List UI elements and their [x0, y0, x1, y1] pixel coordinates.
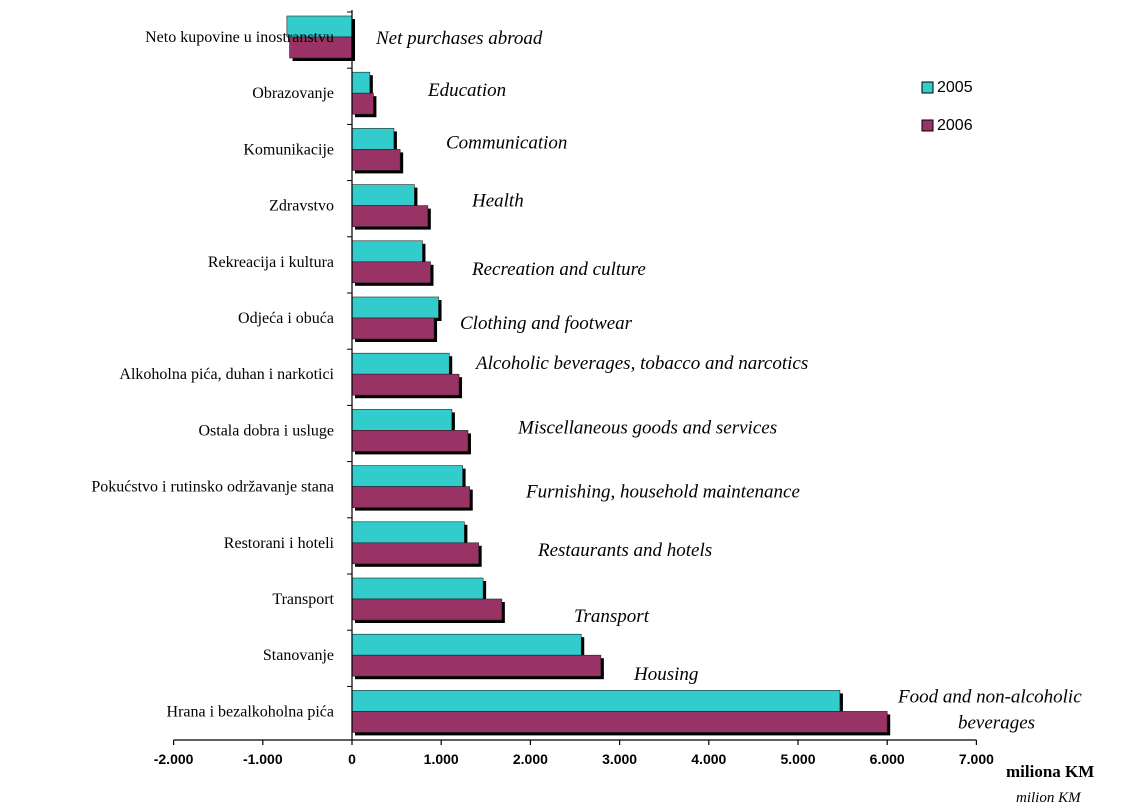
category-label: Restorani i hoteli — [224, 535, 335, 552]
bar-2006-8 — [351, 486, 471, 508]
x-tick-label: 4.000 — [691, 751, 726, 767]
legend-label: 2006 — [937, 117, 973, 134]
category-label-en: Clothing and footwear — [460, 313, 633, 334]
category-label-en-line: beverages — [958, 712, 1035, 733]
x-tick-label: -2.000 — [154, 751, 194, 767]
x-tick-label: 6.000 — [870, 751, 905, 767]
x-tick-label: 5.000 — [780, 751, 815, 767]
x-tick-label: -1.000 — [243, 751, 283, 767]
bar-2006-10 — [351, 598, 503, 621]
legend-swatch-2006 — [921, 119, 934, 132]
bar-2006-6 — [351, 373, 460, 396]
legend-label: 2005 — [937, 79, 973, 96]
category-label-en: Alcoholic beverages, tobacco and narcoti… — [474, 353, 808, 374]
bar-2006-7 — [351, 430, 469, 452]
bar-2006-2 — [351, 149, 401, 171]
x-axis: -2.000 -1.000 0 1.000 2.000 3.000 4.000 5.000 6.… — [154, 10, 994, 767]
legend-swatch-2005 — [921, 81, 934, 94]
category-label: Komunikacije — [243, 141, 334, 158]
category-label: Transport — [272, 591, 334, 608]
bar-2005-11 — [351, 633, 582, 656]
bar-2005-8 — [351, 465, 463, 487]
x-tick-label: 2.000 — [513, 751, 548, 767]
bar-2005-1 — [351, 71, 371, 94]
category-label: Pokućstvo i rutinsko održavanje stana — [91, 479, 334, 496]
x-tick-label: 1.000 — [424, 751, 459, 767]
category-label: Neto kupovine u inostranstvu — [145, 29, 334, 46]
category-label-en: Health — [471, 191, 524, 212]
bar-2005-7 — [351, 409, 453, 431]
bar-2005-10 — [351, 577, 484, 600]
bar-2005-2 — [351, 128, 395, 150]
category-label: Alkoholna pića, duhan i narkotici — [119, 366, 334, 383]
bar-2006-1 — [351, 92, 374, 115]
category-label-en: Education — [427, 80, 506, 101]
bar-2006-9 — [351, 542, 479, 565]
english-labels: Net purchases abroad Education Communicati… — [375, 28, 1082, 733]
category-label-en: Miscellaneous goods and services — [517, 417, 777, 438]
bar-2005-9 — [351, 521, 465, 544]
x-axis-label-en: milion KM — [1016, 790, 1082, 806]
category-label-en: Restaurants and hotels — [537, 540, 712, 561]
x-tick-label: 0 — [348, 751, 356, 767]
category-label: Ostala dobra i usluge — [198, 422, 334, 439]
bar-2006-4 — [351, 261, 431, 284]
category-label-en: Transport — [574, 606, 650, 627]
bar-2006-12 — [351, 711, 888, 733]
category-label-en: Communication — [446, 132, 567, 153]
x-axis-label: miliona KM — [1006, 762, 1094, 781]
category-label-en-line: Food and non-alcoholic — [897, 686, 1082, 707]
category-label: Stanovanje — [263, 647, 334, 664]
legend: 2005 2006 — [921, 79, 973, 134]
x-tick-label: 7.000 — [959, 751, 994, 767]
category-label: Zdravstvo — [269, 198, 334, 215]
category-label-en: Food and non-alcoholic beverages — [897, 686, 1082, 733]
bar-2005-12 — [351, 690, 841, 712]
category-label: Obrazovanje — [252, 85, 334, 102]
bar-2005-4 — [351, 240, 423, 263]
category-label-en: Furnishing, household maintenance — [525, 482, 800, 503]
bar-2006-5 — [351, 317, 435, 340]
bar-2006-3 — [351, 205, 429, 227]
bars-group — [286, 15, 891, 736]
bar-2005-6 — [351, 352, 450, 375]
x-tick-label: 3.000 — [602, 751, 637, 767]
category-label: Hrana i bezalkoholna pića — [167, 703, 334, 720]
category-labels: Neto kupovine u inostranstvu Obrazovanje K… — [91, 29, 334, 720]
bar-2005-3 — [351, 184, 415, 206]
category-label: Odjeća i obuća — [238, 310, 334, 327]
bar-2005-5 — [351, 296, 439, 319]
category-label: Rekreacija i kultura — [208, 254, 334, 271]
category-label-en: Recreation and culture — [471, 259, 646, 280]
bar-2006-11 — [351, 654, 602, 677]
category-label-en: Net purchases abroad — [375, 28, 543, 49]
category-label-en: Housing — [633, 664, 698, 685]
